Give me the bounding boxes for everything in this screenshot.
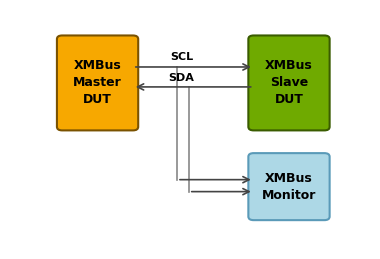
- FancyBboxPatch shape: [249, 35, 329, 130]
- FancyBboxPatch shape: [249, 153, 329, 220]
- Text: SDA: SDA: [169, 73, 195, 83]
- Text: XMBus
Monitor: XMBus Monitor: [262, 172, 316, 202]
- Text: XMBus
Master
DUT: XMBus Master DUT: [73, 59, 122, 106]
- Text: SCL: SCL: [170, 52, 193, 62]
- FancyBboxPatch shape: [57, 35, 138, 130]
- Text: XMBus
Slave
DUT: XMBus Slave DUT: [265, 59, 313, 106]
